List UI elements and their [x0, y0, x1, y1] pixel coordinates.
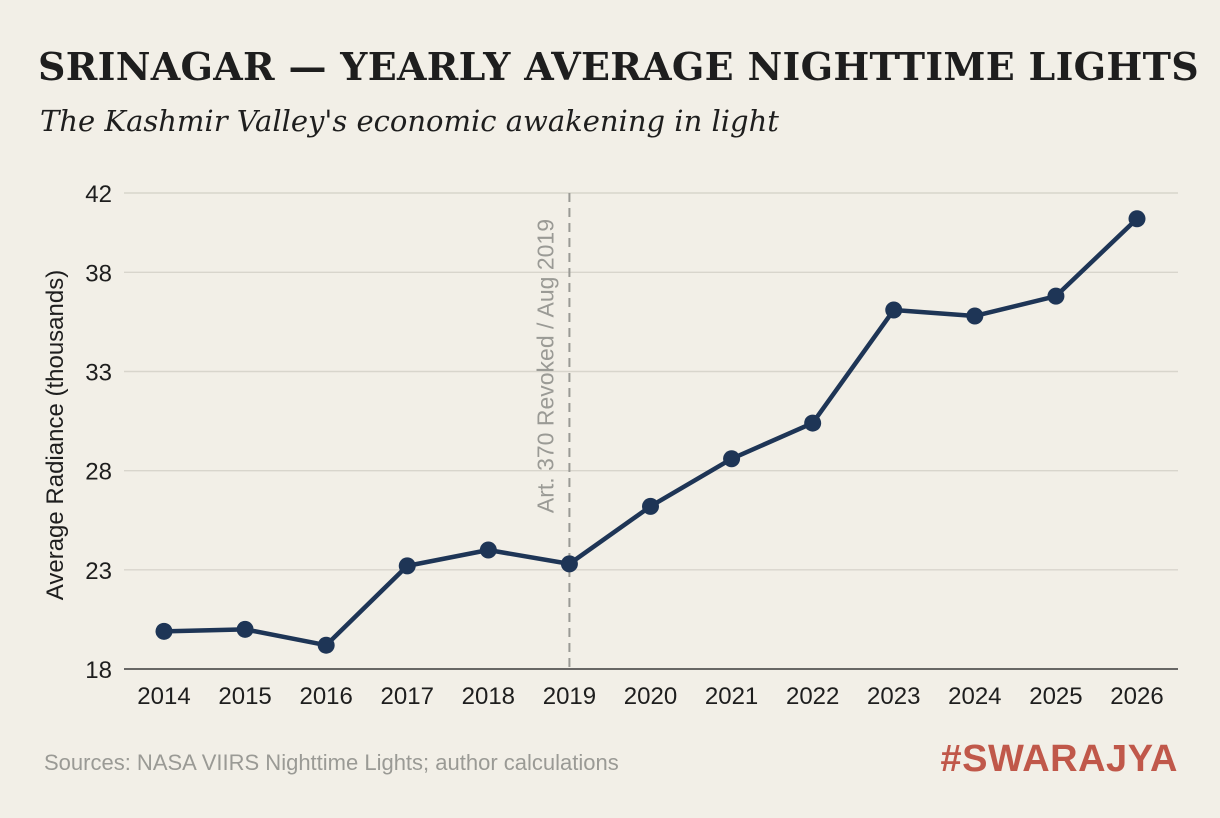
- data-point: [1047, 287, 1065, 305]
- x-tick-label: 2024: [948, 683, 1001, 710]
- x-tick-label: 2023: [867, 683, 920, 710]
- data-point: [317, 636, 335, 654]
- data-point: [236, 620, 254, 638]
- x-tick-label: 2018: [462, 683, 515, 710]
- source-note: Sources: NASA VIIRS Nighttime Lights; au…: [44, 750, 619, 775]
- data-point: [155, 622, 173, 640]
- x-tick-label: 2025: [1029, 683, 1082, 710]
- x-tick-label: 2021: [705, 683, 758, 710]
- x-tick-label: 2022: [786, 683, 839, 710]
- x-tick-label: 2020: [624, 683, 677, 710]
- annotation-label: Art. 370 Revoked / Aug 2019: [532, 219, 558, 513]
- data-point: [804, 414, 822, 432]
- data-point: [479, 541, 497, 559]
- x-tick-label: 2026: [1110, 683, 1163, 710]
- x-tick-label: 2015: [218, 683, 271, 710]
- y-tick-label: 33: [85, 360, 112, 387]
- data-point: [1128, 210, 1146, 228]
- data-point: [560, 555, 578, 573]
- data-point: [885, 301, 903, 319]
- chart-title: SRINAGAR — YEARLY AVERAGE NIGHTTIME LIGH…: [38, 44, 1199, 89]
- brand-logo: #SWARAJYA: [940, 738, 1178, 780]
- x-tick-label: 2017: [381, 683, 434, 710]
- x-tick-label: 2019: [543, 683, 596, 710]
- data-point: [398, 557, 416, 575]
- data-point: [723, 450, 741, 468]
- y-tick-label: 38: [85, 260, 112, 287]
- data-point: [966, 307, 984, 325]
- x-tick-label: 2016: [299, 683, 352, 710]
- y-tick-label: 18: [85, 657, 112, 684]
- x-tick-label: 2014: [137, 683, 190, 710]
- y-tick-label: 23: [85, 558, 112, 585]
- y-tick-label: 28: [85, 459, 112, 486]
- series-line: [161, 216, 1140, 648]
- chart-subtitle: The Kashmir Valley's economic awakening …: [40, 104, 779, 138]
- data-point: [642, 497, 659, 515]
- y-tick-label: 42: [85, 181, 112, 208]
- y-axis-title: Average Radiance (thousands): [42, 270, 69, 600]
